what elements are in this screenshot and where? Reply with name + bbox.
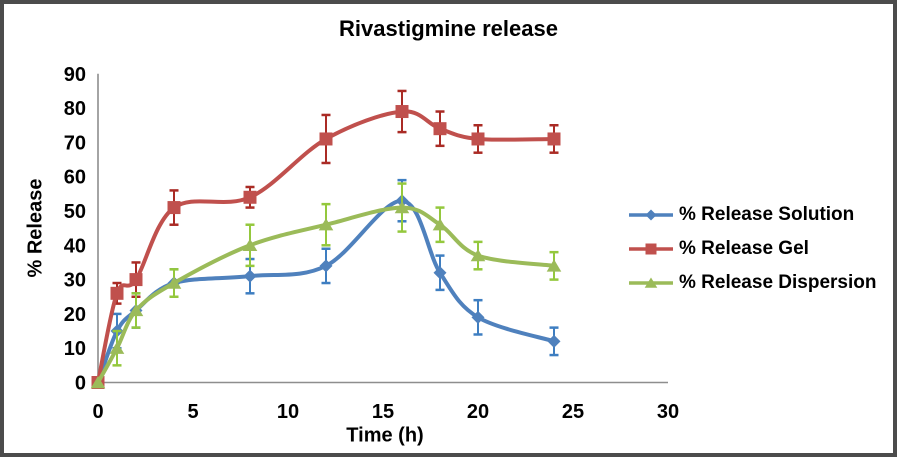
y-tick-label: 70	[64, 132, 86, 154]
x-tick-label: 10	[277, 401, 299, 423]
y-tick-label: 0	[75, 373, 86, 395]
legend-label-gel: % Release Gel	[679, 238, 809, 259]
legend-label-solution: % Release Solution	[679, 204, 855, 225]
dispersion-marker-icon	[629, 277, 673, 288]
x-tick-label: 0	[92, 401, 103, 423]
legend-item-solution: % Release Solution	[628, 204, 876, 226]
y-tick-label: 30	[64, 270, 86, 292]
gel-marker-icon	[629, 243, 673, 255]
x-tick-label: 5	[187, 401, 198, 423]
x-tick-label: 20	[467, 401, 489, 423]
y-tick-label: 60	[64, 167, 86, 189]
legend-item-gel: % Release Gel	[628, 238, 876, 260]
y-tick-label: 80	[64, 98, 86, 120]
legend-item-dispersion: % Release Dispersion	[628, 272, 876, 294]
x-tick-label: 30	[657, 401, 679, 423]
chart-title: Rivastigmine release	[339, 16, 558, 41]
series-dispersion	[90, 182, 562, 389]
y-tick-label: 10	[64, 338, 86, 360]
x-tick-label: 15	[372, 401, 394, 423]
x-tick-label: 25	[562, 401, 584, 423]
y-tick-label: 90	[64, 64, 86, 86]
solution-marker-icon	[629, 209, 673, 221]
y-tick-label: 20	[64, 304, 86, 326]
legend: % Release Solution % Release Gel % Relea…	[628, 204, 876, 306]
series-gel	[91, 89, 561, 389]
y-axis-title: % Release	[24, 178, 47, 278]
x-axis-title: Time (h)	[346, 424, 424, 447]
legend-label-dispersion: % Release Dispersion	[679, 272, 877, 293]
y-tick-label: 50	[64, 201, 86, 223]
y-tick-label: 40	[64, 235, 86, 257]
